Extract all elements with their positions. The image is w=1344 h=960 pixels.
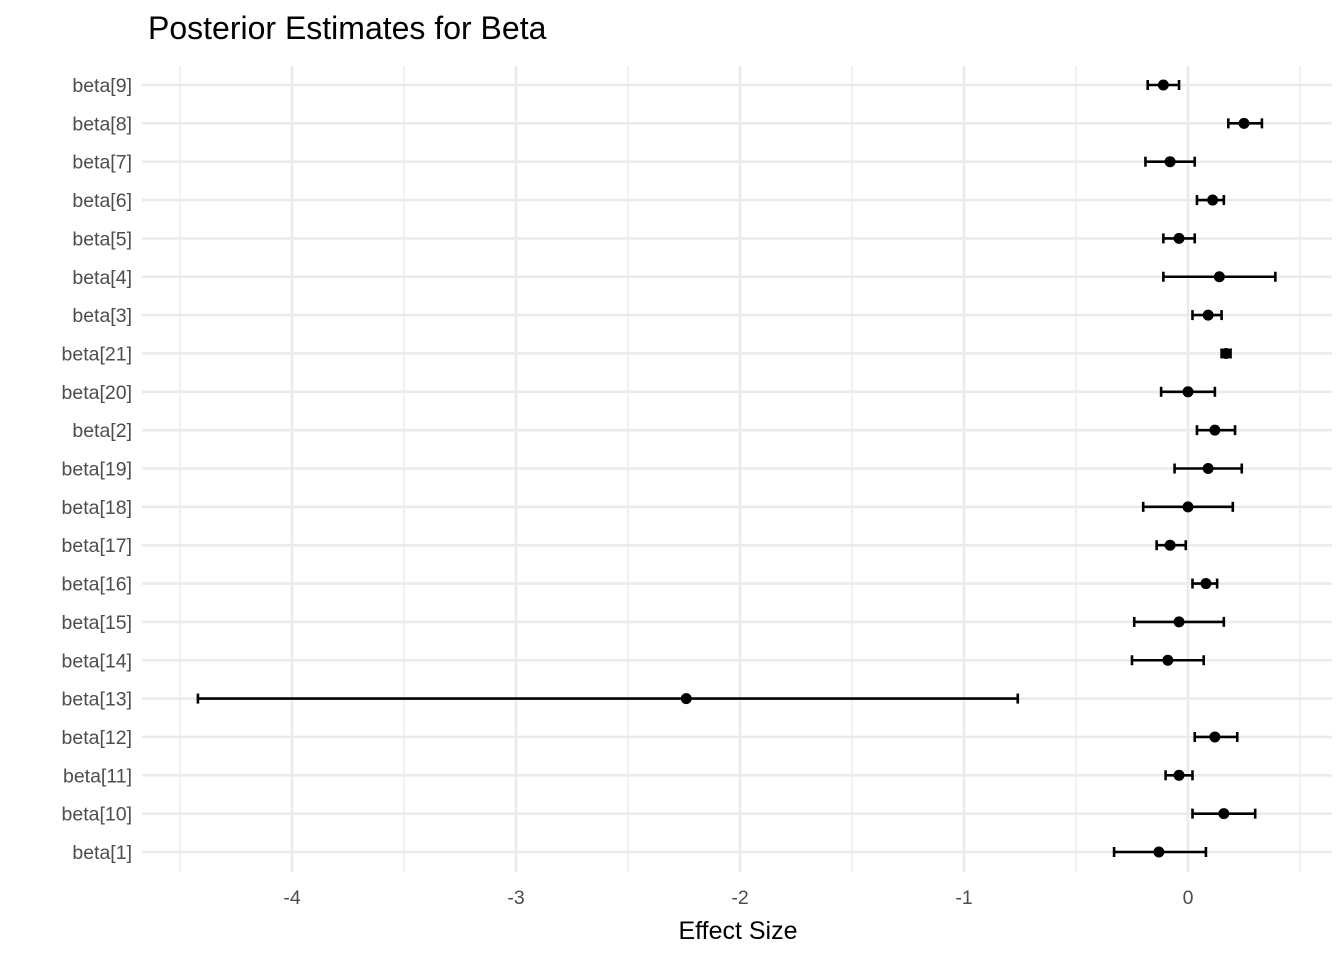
y-tick-label: beta[2] [72, 420, 132, 442]
y-tick-label: beta[15] [62, 612, 132, 634]
x-axis-label: Effect Size [678, 917, 797, 945]
x-tick-label: -1 [955, 887, 972, 909]
estimate-point [1202, 463, 1214, 474]
x-tick-label: -4 [283, 887, 300, 909]
grid [142, 66, 1332, 872]
interval-group [1227, 117, 1264, 129]
estimate-point [1238, 117, 1250, 129]
interval-group [1164, 769, 1194, 781]
y-tick-label: beta[3] [72, 305, 132, 327]
interval-group [1191, 808, 1257, 820]
estimate-point [1173, 769, 1185, 781]
y-tick-label: beta[18] [62, 497, 132, 519]
estimate-point [1182, 386, 1194, 398]
y-tick-label: beta[11] [63, 765, 132, 787]
interval-group [1173, 463, 1244, 474]
x-tick-label: 0 [1183, 887, 1194, 909]
estimate-intervals [196, 79, 1277, 858]
interval-group [1195, 194, 1226, 206]
chart-title: Posterior Estimates for Beta [148, 10, 547, 46]
x-tick-label: -2 [731, 887, 748, 909]
interval-group [196, 693, 1020, 705]
interval-group [1144, 156, 1197, 168]
y-tick-label: beta[1] [72, 842, 132, 864]
x-tick-label: -3 [507, 887, 524, 909]
interval-group [1191, 309, 1223, 321]
estimate-point [1162, 654, 1174, 666]
y-tick-label: beta[9] [72, 75, 132, 97]
estimate-point [1213, 271, 1225, 283]
interval-group [1112, 846, 1208, 858]
y-tick-label: beta[16] [62, 574, 132, 596]
x-axis-tick-labels: -4 -3 -2 -1 0 [283, 887, 1193, 909]
estimate-point [1153, 846, 1165, 858]
estimate-point [1207, 194, 1219, 206]
y-tick-label: beta[19] [62, 459, 132, 481]
interval-group [1220, 347, 1232, 359]
interval-group [1159, 386, 1217, 398]
interval-group [1132, 616, 1226, 628]
estimate-point [1200, 578, 1212, 590]
estimate-point [1157, 79, 1169, 91]
interval-group [1155, 539, 1188, 551]
y-tick-label: beta[17] [62, 535, 132, 557]
estimate-point [1164, 156, 1176, 168]
estimate-point [1209, 731, 1221, 743]
y-tick-label: beta[20] [62, 382, 132, 404]
y-tick-label: beta[21] [62, 343, 132, 365]
interval-group [1193, 731, 1239, 743]
estimate-point [680, 693, 692, 705]
y-tick-label: beta[8] [72, 113, 132, 135]
estimate-point [1202, 309, 1214, 321]
interval-group [1130, 654, 1205, 666]
estimate-point [1173, 616, 1185, 628]
estimate-point [1209, 424, 1221, 436]
interval-group [1162, 271, 1277, 283]
interval-group [1191, 578, 1219, 590]
estimate-point [1182, 501, 1194, 513]
interval-group [1141, 501, 1235, 513]
interval-group [1146, 79, 1181, 91]
y-tick-label: beta[13] [62, 689, 132, 711]
estimate-point [1173, 232, 1185, 244]
y-tick-label: beta[4] [72, 267, 132, 289]
estimate-point [1220, 347, 1232, 359]
y-tick-label: beta[10] [62, 804, 132, 826]
y-tick-label: beta[14] [62, 650, 132, 672]
y-axis-tick-labels: beta[1] beta[10] beta[11] beta[12] beta[13] b… [62, 75, 132, 864]
interval-group [1162, 232, 1197, 244]
estimate-point [1218, 808, 1230, 820]
y-tick-label: beta[12] [62, 727, 132, 749]
y-tick-label: beta[7] [72, 152, 132, 174]
y-tick-label: beta[6] [72, 190, 132, 212]
y-tick-label: beta[5] [72, 228, 132, 250]
interval-group [1195, 424, 1237, 436]
estimate-point [1164, 539, 1176, 551]
